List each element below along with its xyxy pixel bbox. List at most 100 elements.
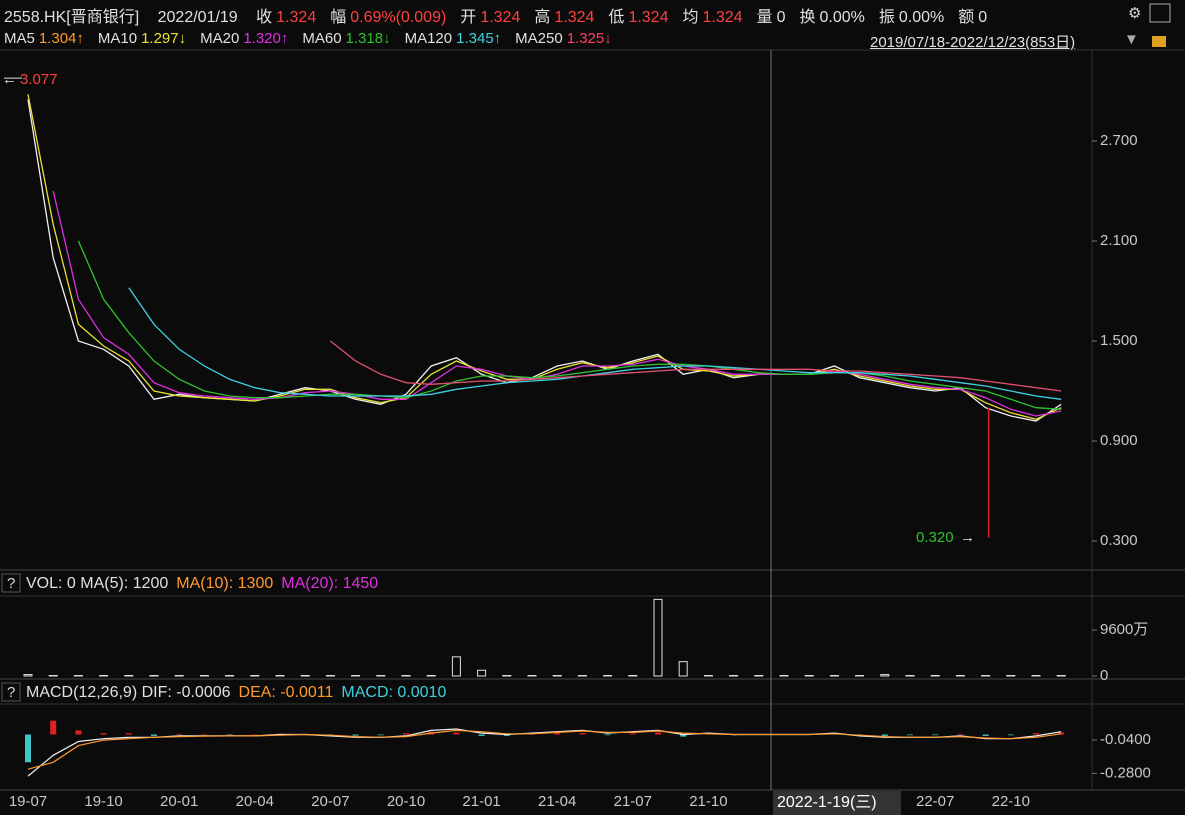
x-tick-label: 19-07 (9, 793, 47, 810)
field-label: 振 (878, 9, 895, 26)
legend-value: 1.304↑ (38, 30, 84, 47)
macd-bar (226, 734, 233, 736)
macd-bar (554, 733, 561, 735)
x-tick-label: 21-04 (538, 793, 576, 810)
volume-bar (477, 669, 487, 677)
low-arrow: → (960, 529, 975, 546)
macd-bar (125, 733, 132, 735)
y-tick-label: 9600万 (1100, 621, 1148, 638)
field-value: 1.324 (628, 9, 669, 26)
macd-bar (453, 732, 460, 735)
low-label: 0.320 (916, 529, 954, 546)
volume-bar (880, 674, 890, 677)
macd-bar (982, 734, 989, 736)
field-value: 0 (776, 9, 786, 26)
x-tick-label: 19-10 (84, 793, 122, 810)
x-tick-label: 22-10 (992, 793, 1030, 810)
line (27, 729, 1062, 770)
settings-icon[interactable]: ⚙ (1128, 5, 1141, 22)
ma-legend: MA5 1.304↑ MA10 1.297↓ MA20 1.320↑ MA60 1.318↓ M… (4, 30, 626, 47)
x-tick-label: 20-04 (236, 793, 274, 810)
line (329, 340, 1062, 392)
macd-bar (881, 734, 888, 736)
macd-bar (352, 734, 359, 736)
field-value: 1.324 (554, 9, 595, 26)
line (52, 190, 1062, 417)
field-value: 1.324 (276, 9, 317, 26)
field-value: 0.00% (898, 9, 945, 26)
field-value: 1.324 (480, 9, 521, 26)
line (128, 287, 1062, 400)
panel-legend: MACD(12,26,9) DIF: -0.0006 (26, 684, 231, 701)
field-label: 幅 (330, 9, 347, 26)
legend-value: 1.320↑ (243, 30, 289, 47)
macd-bar (503, 734, 510, 736)
panel-legend: MACD: 0.0010 (341, 684, 446, 701)
legend-value: 1.325↓ (566, 30, 612, 47)
field-label: 收 (256, 9, 273, 26)
panel-legend: MA(20): 1450 (281, 575, 378, 592)
quote-header: 2558.HK[晋商银行] 2022/01/19 收 1.324 幅 0.69%(0.… (4, 3, 1001, 27)
x-tick-label: 22-07 (916, 793, 954, 810)
field-label: 均 (682, 9, 699, 26)
legend-value: 1.318↓ (345, 30, 391, 47)
macd-bar (100, 733, 107, 735)
macd-bar (579, 733, 586, 735)
x-tick-label: 20-01 (160, 793, 198, 810)
macd-bar (655, 732, 661, 735)
field-value: 0.69%(0.009) (350, 9, 447, 26)
field-value: 0 (978, 9, 988, 26)
y-tick-label: 0 (1100, 667, 1108, 684)
x-tick-label: 21-07 (614, 793, 652, 810)
dropdown-icon[interactable]: ▼ (1124, 31, 1139, 48)
volume-bar (678, 661, 688, 677)
crosshair-label-box (773, 791, 901, 815)
y-tick-label: 1.500 (1100, 332, 1138, 349)
x-tick-label: 21-10 (689, 793, 727, 810)
macd-bar (151, 734, 157, 736)
panel-legend: DEA: -0.0011 (239, 684, 334, 701)
x-tick-label: 20-10 (387, 793, 425, 810)
line (27, 99, 1062, 422)
y-tick-label: 0.900 (1100, 432, 1138, 449)
macd-bar (176, 733, 183, 735)
macd-bar (1058, 732, 1065, 735)
help-box[interactable] (1, 573, 21, 593)
macd-bar (680, 734, 687, 737)
legend-value: 1.297↓ (141, 30, 187, 47)
high-label: 3.077 (20, 71, 58, 88)
field-value: 1.324 (702, 9, 743, 26)
date-range[interactable]: 2019/07/18-2022/12/23(853日) (870, 34, 1076, 51)
line (77, 240, 1062, 410)
crosshair-label: 2022-1-19(三) (777, 794, 877, 811)
y-tick-label: 2.700 (1100, 132, 1138, 149)
legend-value: 1.345↑ (456, 30, 502, 47)
legend-name: MA60 (302, 30, 342, 47)
line (27, 94, 1062, 420)
exit-icon[interactable] (1149, 3, 1171, 23)
macd-bar (1007, 734, 1014, 736)
date: 2022/01/19 (157, 9, 238, 26)
field-value: 0.00% (819, 9, 865, 26)
legend-name: MA250 (515, 30, 563, 47)
help-icon[interactable]: ? (7, 575, 15, 592)
legend-name: MA120 (404, 30, 453, 47)
macd-bar (604, 734, 611, 736)
legend-name: MA5 (4, 30, 35, 47)
macd-bar (50, 720, 57, 735)
field-label: 开 (460, 9, 477, 26)
volume-bar (653, 598, 663, 677)
macd-bar (1033, 733, 1039, 735)
y-tick-label: 2.100 (1100, 232, 1138, 249)
symbol: 2558.HK[晋商银行] (4, 9, 140, 26)
panel-legend: VOL: 0 MA(5): 1200 (26, 575, 168, 592)
macd-bar (75, 730, 82, 735)
legend-name: MA10 (97, 30, 138, 47)
help-box[interactable] (1, 682, 21, 702)
field-label: 额 (958, 9, 975, 26)
lock-icon[interactable] (1152, 36, 1166, 47)
help-icon[interactable]: ? (7, 684, 15, 701)
volume-bar (451, 656, 461, 677)
